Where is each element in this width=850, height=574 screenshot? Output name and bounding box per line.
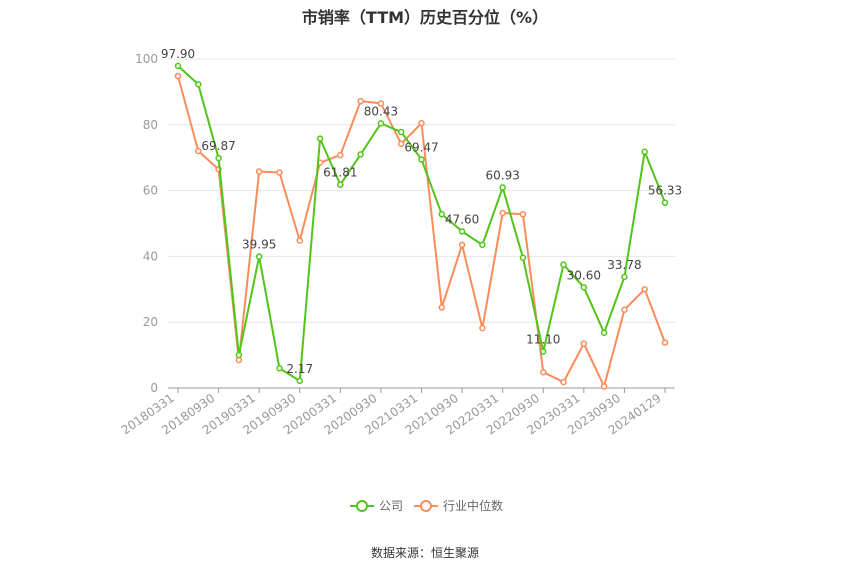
company-series-line [177, 65, 666, 382]
company-data-point [316, 135, 324, 142]
industry-data-point [621, 306, 628, 313]
industry-data-point [296, 237, 303, 244]
company-data-point [357, 151, 364, 158]
industry-data-point [479, 324, 486, 332]
industry-data-point [499, 209, 506, 217]
industry-data-point [580, 340, 588, 347]
industry-data-point [438, 304, 446, 311]
industry-data-point [560, 378, 567, 386]
company-data-point [337, 181, 344, 188]
data-label: 80.43 [364, 104, 398, 118]
company-data-point [580, 284, 588, 291]
legend-marker [356, 500, 368, 512]
company-data-point [174, 62, 182, 70]
industry-data-point [195, 147, 202, 155]
company-data-point [397, 128, 405, 136]
data-label: 69.87 [201, 139, 235, 153]
data-label: 11.10 [526, 332, 560, 346]
industry-data-point [357, 97, 364, 105]
industry-data-point [458, 241, 466, 249]
company-data-point [377, 120, 385, 127]
y-tick-label: 100 [135, 52, 158, 66]
company-data-point [641, 148, 648, 156]
industry-data-point [600, 383, 608, 390]
company-data-point [276, 365, 283, 372]
company-data-point [661, 199, 669, 206]
legend-label: 行业中位数 [443, 498, 503, 513]
data-label: 69.47 [404, 140, 438, 154]
industry-data-point [661, 339, 669, 346]
company-data-point [195, 81, 202, 88]
y-tick-label: 80 [143, 118, 158, 132]
industry-data-point [255, 168, 263, 175]
legend[interactable]: 公司 行业中位数 [350, 498, 503, 513]
data-label: 2.17 [286, 362, 313, 376]
company-data-point [519, 254, 527, 261]
data-label: 47.60 [445, 212, 479, 226]
industry-data-point [377, 100, 385, 107]
company-data-point [418, 156, 425, 163]
industry-data-point [397, 140, 405, 148]
industry-data-point [641, 286, 648, 293]
data-label: 61.81 [323, 166, 357, 180]
data-label: 56.33 [648, 184, 682, 198]
company-data-point [600, 329, 608, 336]
company-data-point [479, 241, 486, 249]
industry-data-point [540, 368, 547, 376]
industry-data-point [276, 169, 283, 176]
legend-marker [420, 500, 432, 512]
company-data-point [235, 351, 243, 359]
data-label: 39.95 [242, 238, 276, 252]
legend-item-industry[interactable]: 行业中位数 [414, 498, 503, 513]
company-data-point [621, 273, 628, 281]
data-label: 60.93 [485, 169, 519, 183]
chart-title: 市销率（TTM）历史百分位（%） [301, 8, 549, 27]
grid-layer [168, 58, 675, 323]
y-tick-label: 0 [150, 381, 158, 395]
company-data-point [255, 253, 263, 260]
data-label-layer: 97.90 69.87 39.95 2.17 61.81 80.43 69.47 47.60 6… [161, 47, 682, 376]
source-note: 数据来源：恒生聚源 [370, 546, 479, 560]
data-label: 97.90 [161, 47, 195, 61]
company-data-point [438, 211, 446, 218]
y-tick-label: 40 [143, 249, 158, 263]
industry-data-point [337, 151, 344, 159]
data-label: 33.78 [607, 258, 641, 272]
legend-label: 公司 [379, 499, 403, 513]
company-data-point [458, 228, 466, 235]
series-layer [174, 62, 669, 390]
industry-data-point [174, 72, 182, 80]
data-label: 30.60 [567, 268, 601, 282]
industry-data-point [418, 119, 425, 127]
company-data-point [560, 261, 567, 268]
company-data-point [215, 154, 222, 162]
company-data-point [296, 377, 303, 385]
y-tick-label: 60 [143, 184, 158, 198]
company-data-point [499, 184, 506, 191]
industry-data-point [519, 211, 527, 218]
y-tick-label: 20 [143, 315, 158, 329]
company-data-point [540, 348, 547, 355]
legend-item-company[interactable]: 公司 [350, 499, 403, 513]
